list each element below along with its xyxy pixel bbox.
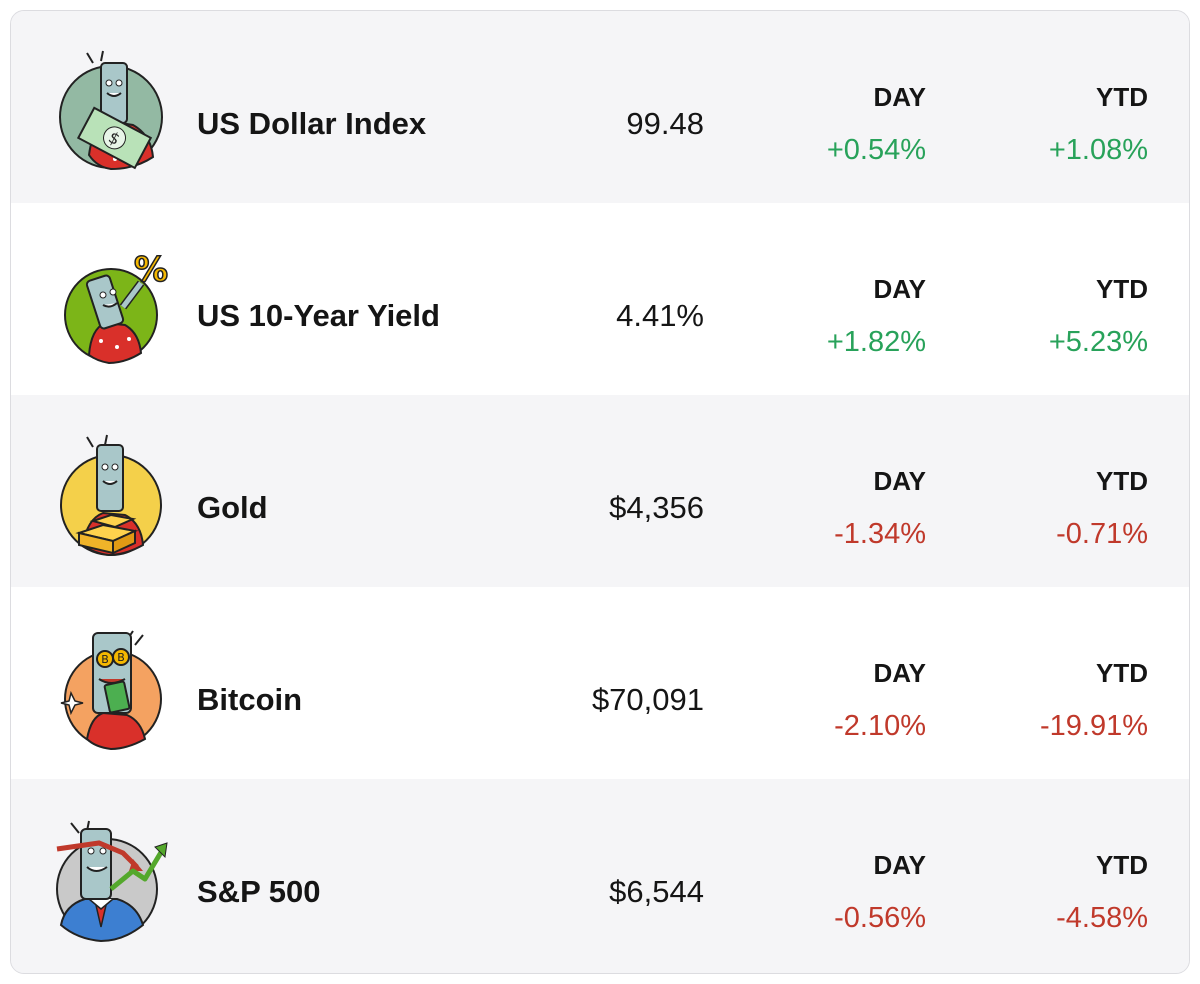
asset-value: $6,544 [609, 874, 704, 909]
day-header: DAY [873, 658, 926, 688]
day-header: DAY [873, 274, 926, 304]
market-row-us-dollar-index[interactable]: $ US Dollar Index 99.48 DAY YTD +0.54% +… [11, 11, 1189, 203]
asset-value: $70,091 [591, 682, 704, 717]
day-change: -0.56% [834, 902, 926, 934]
svg-text:B: B [101, 653, 109, 666]
market-row-gold[interactable]: Gold $4,356 DAY YTD -1.34% -0.71% [11, 395, 1189, 587]
asset-name: US Dollar Index [197, 106, 427, 141]
dollar-mascot-icon: $ [53, 45, 169, 175]
ytd-header: YTD [1096, 274, 1148, 304]
ytd-change: -4.58% [1056, 902, 1148, 934]
bitcoin-mascot-icon: B B [53, 621, 169, 751]
market-row-bitcoin[interactable]: B B Bitcoin $70,091 DAY YTD -2.10% -19.9… [11, 587, 1189, 779]
gold-mascot-icon [53, 429, 169, 559]
market-row-us-10-year-yield[interactable]: % US 10-Year Yield 4.41% DAY YTD +1.82% … [11, 203, 1189, 395]
asset-name: S&P 500 [197, 874, 321, 909]
ytd-header: YTD [1096, 658, 1148, 688]
asset-name: Bitcoin [197, 682, 303, 717]
svg-text:%: % [134, 250, 168, 290]
day-header: DAY [873, 466, 926, 496]
ytd-header: YTD [1096, 850, 1148, 880]
ytd-change: +5.23% [1048, 326, 1148, 358]
day-change: +0.54% [826, 134, 926, 166]
asset-value: $4,356 [609, 490, 704, 525]
asset-name: US 10-Year Yield [197, 298, 440, 333]
ytd-change: -0.71% [1056, 518, 1148, 550]
ytd-header: YTD [1096, 466, 1148, 496]
day-change: +1.82% [826, 326, 926, 358]
ytd-change: -19.91% [1039, 710, 1148, 742]
day-header: DAY [873, 850, 926, 880]
svg-text:B: B [117, 651, 125, 664]
day-header: DAY [873, 82, 926, 112]
asset-value: 99.48 [626, 106, 704, 141]
ytd-header: YTD [1096, 82, 1148, 112]
day-change: -2.10% [834, 710, 926, 742]
asset-value: 4.41% [616, 298, 704, 333]
market-overview-card: $ US Dollar Index 99.48 DAY YTD +0.54% +… [10, 10, 1190, 974]
percent-mascot-icon: % [53, 237, 169, 367]
day-change: -1.34% [834, 518, 926, 550]
ytd-change: +1.08% [1048, 134, 1148, 166]
stock-chart-mascot-icon [53, 813, 169, 943]
asset-name: Gold [197, 490, 268, 525]
market-row-sp-500[interactable]: S&P 500 $6,544 DAY YTD -0.56% -4.58% [11, 779, 1189, 971]
